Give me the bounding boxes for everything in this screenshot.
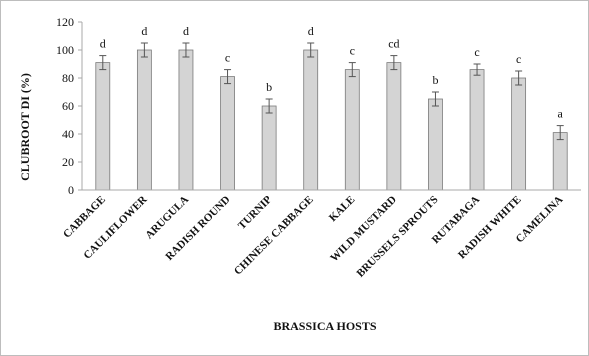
bar bbox=[261, 105, 277, 191]
significance-letter: d bbox=[183, 24, 189, 38]
y-tick-label: 120 bbox=[56, 15, 74, 29]
error-bar bbox=[348, 62, 356, 78]
x-axis-title: BRASSICA HOSTS bbox=[273, 319, 376, 333]
bar bbox=[552, 132, 568, 191]
bar bbox=[136, 49, 152, 191]
significance-letter: c bbox=[225, 51, 230, 65]
error-bar bbox=[140, 42, 148, 58]
y-tick-label: 100 bbox=[56, 43, 74, 57]
significance-letter: d bbox=[141, 24, 147, 38]
significance-letter: c bbox=[516, 52, 521, 66]
bar bbox=[303, 49, 319, 191]
y-tick-label: 80 bbox=[62, 71, 74, 85]
error-bar bbox=[515, 70, 523, 86]
error-bar bbox=[265, 98, 273, 114]
bar bbox=[95, 62, 111, 191]
significance-letter: cd bbox=[388, 37, 399, 51]
bar bbox=[469, 69, 485, 191]
y-axis-ticks: 0 20 40 60 80 100 120 bbox=[56, 15, 82, 197]
significance-letter: c bbox=[350, 44, 355, 58]
significance-letter: b bbox=[266, 80, 272, 94]
significance-letter: d bbox=[308, 24, 314, 38]
bar bbox=[178, 49, 194, 191]
error-bar bbox=[556, 125, 564, 141]
y-tick-label: 20 bbox=[62, 155, 74, 169]
significance-letter: b bbox=[432, 73, 438, 87]
error-bar bbox=[431, 91, 439, 107]
error-bar bbox=[99, 55, 107, 71]
error-bar bbox=[473, 63, 481, 76]
bar bbox=[386, 62, 402, 191]
bar bbox=[511, 77, 527, 191]
error-bar bbox=[307, 42, 315, 58]
error-bar bbox=[182, 42, 190, 58]
y-tick-label: 60 bbox=[62, 99, 74, 113]
y-tick-label: 40 bbox=[62, 127, 74, 141]
significance-letter: d bbox=[100, 37, 106, 51]
bar bbox=[428, 98, 443, 191]
error-bar bbox=[224, 69, 232, 85]
bar bbox=[344, 69, 360, 191]
y-tick-label: 0 bbox=[68, 183, 74, 197]
bar bbox=[220, 76, 235, 191]
error-bar bbox=[390, 55, 398, 71]
y-axis-title: CLUBROOT DI (%) bbox=[18, 73, 32, 181]
bars: d d d c b d c cd b c c a bbox=[95, 24, 568, 191]
significance-letter: a bbox=[558, 107, 564, 121]
significance-letter: c bbox=[474, 45, 479, 59]
